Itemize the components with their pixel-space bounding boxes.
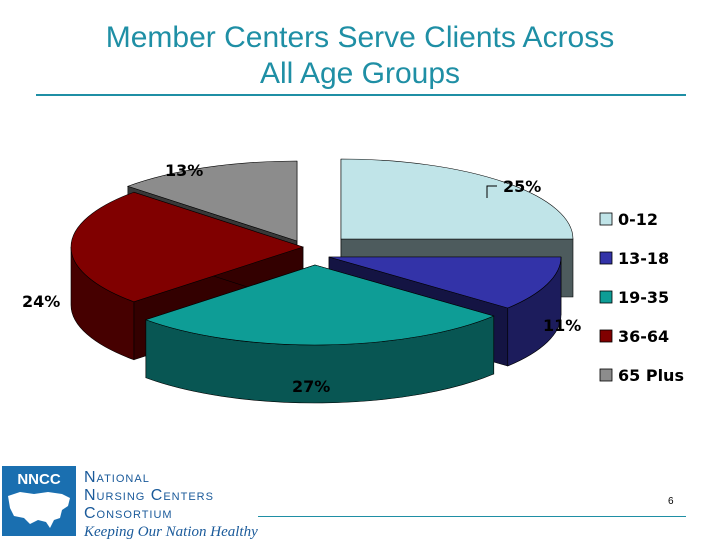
- leader-line: [486, 185, 497, 198]
- legend-item-65-plus: 65 Plus: [599, 366, 684, 385]
- slice-top: [126, 160, 298, 242]
- title-line-2: All Age Groups: [259, 57, 461, 90]
- data-label-0-12: 25%: [503, 177, 541, 196]
- data-label-65-plus: 13%: [165, 161, 203, 180]
- logo-abbr: NNCC: [17, 471, 60, 488]
- title-line-1: Member Centers Serve Clients Across: [105, 21, 615, 54]
- legend-label: 65 Plus: [618, 366, 684, 385]
- data-label-36-64: 24%: [22, 292, 60, 311]
- legend-swatch: [599, 368, 613, 382]
- legend-swatch: [599, 251, 613, 265]
- pie-chart: 25% 11% 27% 24% 13% 0-12 13-18 19-35 36-64 65 Pl…: [22, 158, 684, 404]
- logo-tagline: Keeping Our Nation Healthy: [83, 524, 258, 540]
- legend-swatch: [599, 212, 613, 226]
- footer-divider: [258, 516, 686, 517]
- legend-item-19-35: 19-35: [599, 288, 669, 307]
- page-number: 6: [668, 496, 674, 507]
- chart-legend: 0-12 13-18 19-35 36-64 65 Plus: [599, 210, 684, 385]
- pie-slice-19-35: [144, 264, 495, 404]
- legend-item-36-64: 36-64: [599, 327, 669, 346]
- legend-label: 13-18: [618, 249, 669, 268]
- legend-item-0-12: 0-12: [599, 210, 658, 229]
- slide-title: Member Centers Serve Clients Across All …: [40, 20, 680, 92]
- slice-top: [328, 256, 562, 309]
- title-divider: [36, 94, 686, 96]
- legend-label: 0-12: [618, 210, 658, 229]
- legend-item-13-18: 13-18: [599, 249, 669, 268]
- slice-top: [340, 158, 574, 240]
- nncc-logo: NNCC National Nursing Centers Consortium…: [2, 466, 258, 540]
- legend-swatch: [599, 329, 613, 343]
- logo-name-line-1: National: [84, 469, 150, 486]
- data-label-19-35: 27%: [292, 377, 330, 396]
- slice-top: [70, 191, 304, 303]
- logo-name-line-2: Nursing Centers: [84, 487, 214, 504]
- legend-label: 36-64: [618, 327, 669, 346]
- data-label-13-18: 11%: [543, 316, 581, 335]
- slice-top: [144, 264, 495, 346]
- usa-map-icon: [8, 492, 70, 528]
- legend-swatch: [599, 290, 613, 304]
- logo-name-line-3: Consortium: [84, 505, 173, 522]
- legend-label: 19-35: [618, 288, 669, 307]
